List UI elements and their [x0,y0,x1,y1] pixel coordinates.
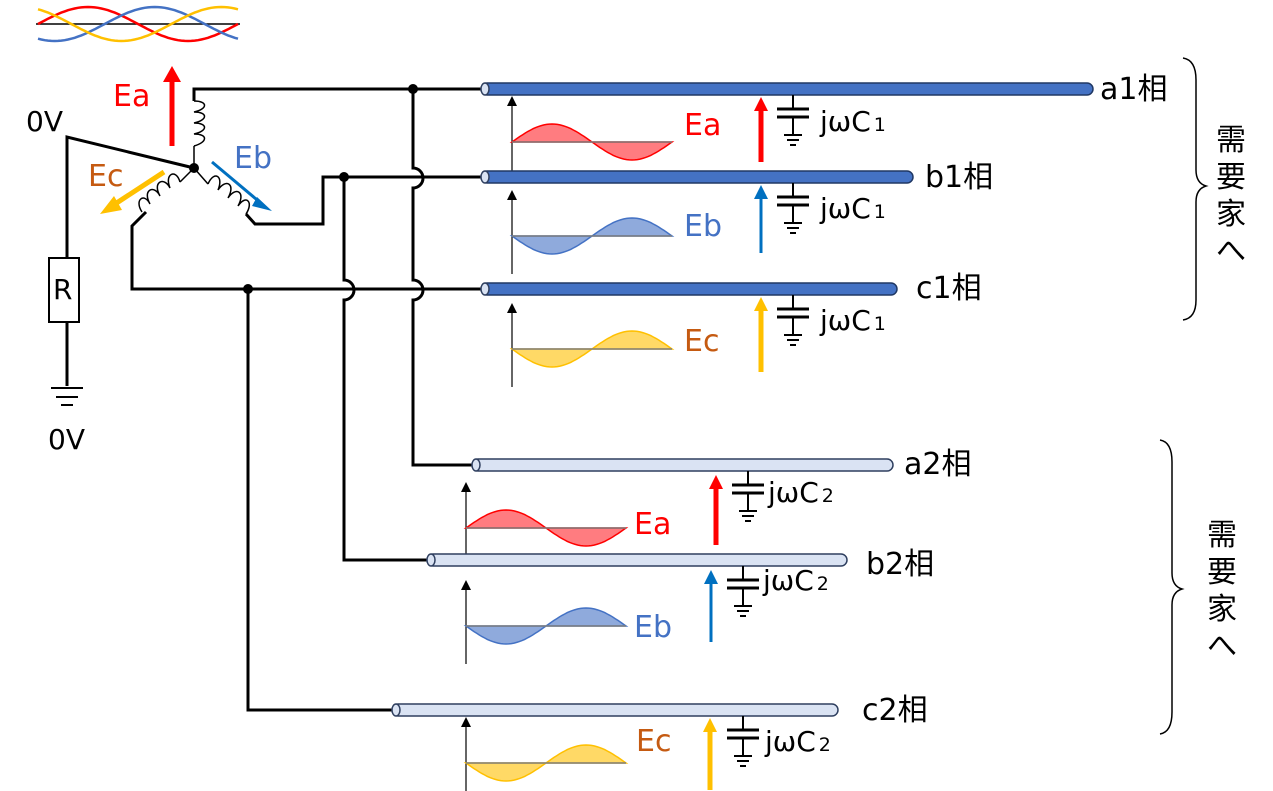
capacitor-b2-icon [727,566,759,617]
gen-ea-label: Ea [113,79,150,114]
ground-voltage-label: 0V [48,423,85,456]
generator-emf-arrows [100,66,272,214]
icon-wave-a [37,5,239,43]
conductor-end-b2 [426,553,436,567]
phase-label-b1: b1相 [925,160,993,195]
waveform-b1 [507,190,675,274]
waveform-a2 [461,482,629,566]
conductor-end-a1 [480,82,490,96]
generator [65,87,481,291]
line-c2: c2相 Ec jωC 2 [391,693,928,791]
resistor-label: R [53,273,72,306]
conductor-a2 [471,458,894,472]
conductor-a1 [480,82,1094,96]
line-b1: b1相 Eb jωC 1 [480,160,993,274]
conductor-end-c1 [480,282,490,296]
group-label-2: 需要家へ [1207,518,1237,664]
line-a1: a1相 Ea jωC 1 [480,72,1167,180]
gen-eb-label: Eb [234,141,272,176]
group-label-1: 需要家へ [1216,123,1246,269]
gen-ec-label: Ec [88,159,123,194]
phase-label-a1: a1相 [1100,72,1167,107]
emf-label-a2: Ea [634,507,671,542]
capacitor-b1-icon [777,183,809,234]
conductor-c2 [391,703,839,717]
conductor-b1 [480,170,914,184]
phase-label-c2: c2相 [862,693,928,728]
three-phase-waveform-icon [36,5,240,43]
line-b2: b2相 Eb jωC 2 [426,547,934,664]
line-c1: c1相 Ec jωC 1 [480,271,982,387]
waveform-a1 [507,96,675,180]
phase-label-c1: c1相 [916,271,982,306]
conductor-end-b1 [480,170,490,184]
waveform-c1 [507,303,675,387]
capacitance-label-a1: jωC 1 [819,105,886,138]
conductor-end-a2 [471,458,481,472]
icon-wave-c [37,5,239,43]
capacitance-label-a2: jωC 2 [767,476,834,509]
waveform-b2 [461,580,629,664]
emf-label-b2: Eb [634,610,672,645]
line-a2: a2相 Ea jωC 2 [461,447,971,566]
emf-label-b1: Eb [684,209,722,244]
emf-label-c2: Ec [636,724,671,759]
group-bracket-1 [1182,57,1209,321]
capacitance-label-b2: jωC 2 [762,564,829,597]
capacitor-a1-icon [777,95,809,146]
phase-label-b2: b2相 [866,547,934,582]
neutral-wire [65,135,195,258]
phase-label-a2: a2相 [904,447,971,482]
capacitor-c1-icon [777,295,809,346]
ground-symbol-icon [51,387,83,406]
waveform-c2 [461,717,629,791]
icon-wave-b [37,5,239,43]
capacitance-label-c1: jωC 1 [819,304,886,337]
group-bracket-2 [1159,439,1185,735]
emf-label-c1: Ec [684,324,719,359]
branch-wiring [243,84,472,712]
neutral-resistor [48,257,80,386]
winding-c-icon [130,167,481,291]
winding-b-icon [193,167,481,226]
conductor-c1 [480,282,898,296]
capacitance-label-b1: jωC 1 [819,192,886,225]
distribution-lines: a1相 Ea jωC 1 b1相 Eb jωC 1 c1相 Ec jωC 1 a2相 Ea jωC 2 b2相 E… [391,72,1167,791]
emf-label-a1: Ea [684,108,721,143]
capacitor-c2-icon [727,716,759,767]
capacitor-a2-icon [732,471,764,522]
conductor-end-c2 [391,703,401,717]
capacitance-label-c2: jωC 2 [764,725,831,758]
neutral-voltage-label: 0V [26,105,63,138]
